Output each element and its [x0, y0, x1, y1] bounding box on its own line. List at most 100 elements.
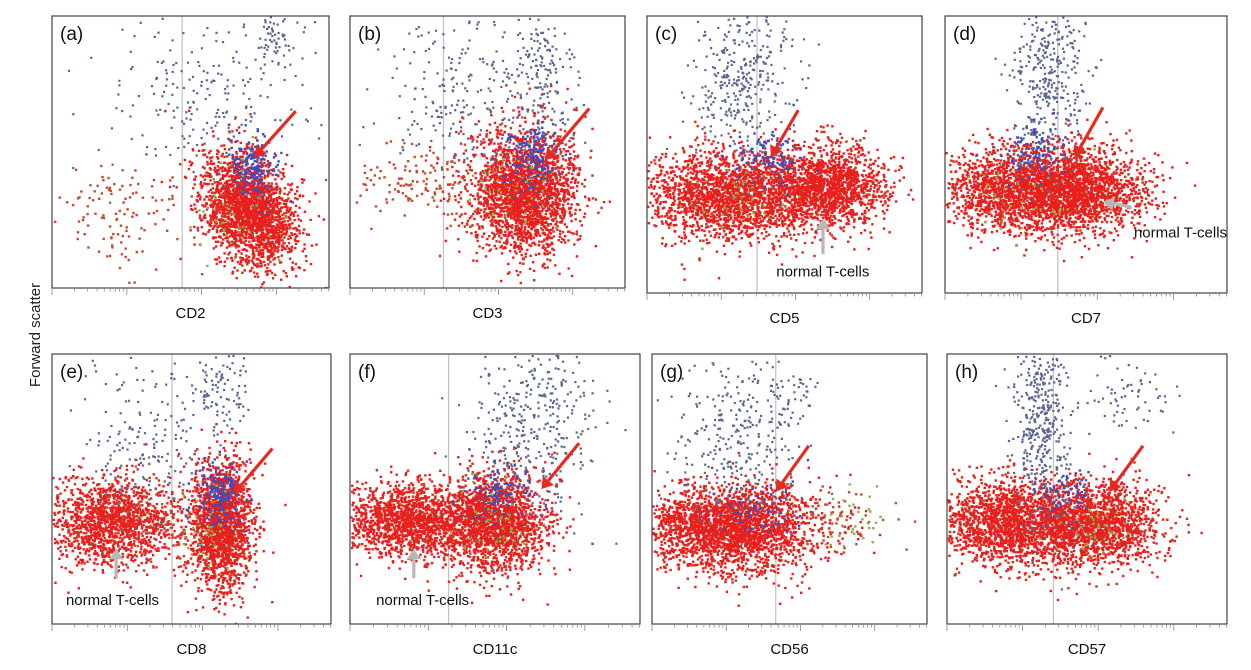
event-dot	[578, 237, 581, 241]
event-dot	[439, 199, 443, 202]
event-dot	[289, 199, 293, 203]
event-dot	[267, 45, 270, 48]
event-dot	[225, 173, 228, 176]
event-dot	[504, 125, 507, 128]
event-dot	[455, 130, 458, 134]
event-dot	[206, 87, 209, 91]
event-dot	[476, 223, 479, 226]
event-dot	[577, 173, 580, 177]
event-dot	[260, 195, 264, 198]
event-dot	[207, 198, 211, 201]
event-dot	[270, 186, 273, 190]
event-dot	[540, 93, 544, 96]
event-dot	[262, 72, 265, 75]
event-dot	[278, 222, 281, 225]
event-dot	[484, 164, 487, 167]
event-dot	[243, 147, 246, 151]
event-dot	[253, 173, 256, 176]
event-dot	[238, 188, 241, 192]
event-dot	[228, 197, 232, 200]
event-dot	[246, 202, 249, 206]
event-dot	[243, 217, 247, 220]
event-dot	[238, 224, 241, 227]
event-dot	[272, 156, 276, 159]
event-dot	[491, 218, 494, 222]
event-dot	[556, 135, 560, 138]
event-dot	[309, 262, 313, 266]
event-dot	[273, 198, 276, 201]
event-dot	[219, 208, 222, 211]
event-dot	[251, 249, 255, 252]
event-dot	[215, 184, 219, 188]
event-dot	[245, 236, 248, 240]
event-dot	[281, 213, 284, 217]
event-dot	[228, 190, 232, 193]
event-dot	[501, 220, 504, 223]
event-dot	[500, 213, 503, 217]
event-dot	[217, 150, 220, 153]
event-dot	[547, 184, 550, 188]
event-dot	[256, 213, 260, 216]
event-dot	[523, 230, 526, 233]
event-dot	[221, 187, 224, 191]
event-dot	[506, 225, 509, 229]
event-dot	[264, 244, 267, 248]
event-dot	[538, 164, 541, 167]
event-dot	[286, 193, 289, 196]
event-dot	[504, 185, 508, 188]
event-dot	[564, 190, 567, 193]
event-dot	[499, 203, 503, 207]
event-dot	[547, 131, 550, 134]
event-dot	[459, 197, 462, 200]
event-dot	[314, 51, 317, 54]
event-dot	[454, 198, 457, 202]
event-dot	[465, 222, 469, 225]
event-dot	[262, 239, 266, 242]
event-dot	[574, 208, 577, 212]
event-dot	[490, 177, 493, 180]
event-dot	[295, 275, 298, 278]
event-dot	[228, 179, 231, 182]
event-dot	[493, 234, 496, 237]
event-dot	[264, 221, 267, 224]
event-dot	[259, 189, 262, 192]
event-dot	[268, 209, 271, 212]
event-dot	[522, 210, 526, 213]
event-dot	[239, 200, 242, 203]
event-dot	[236, 176, 240, 180]
event-dot	[203, 148, 206, 152]
event-dot	[469, 137, 472, 140]
event-dot	[233, 171, 236, 174]
event-dot	[529, 244, 533, 248]
event-dot	[155, 209, 159, 213]
event-dot	[527, 197, 530, 201]
event-dot	[273, 152, 277, 155]
event-dot	[245, 168, 248, 171]
event-dot	[235, 215, 238, 219]
event-dot	[214, 213, 217, 216]
event-dot	[526, 222, 529, 225]
event-dot	[141, 196, 145, 199]
event-dot	[572, 191, 575, 195]
event-dot	[169, 179, 172, 182]
event-dot	[263, 208, 266, 211]
event-dot	[267, 224, 271, 227]
event-dot	[554, 264, 557, 267]
event-dot	[264, 38, 267, 41]
event-dot	[202, 153, 206, 157]
event-dot	[533, 191, 537, 195]
event-dot	[240, 149, 243, 153]
event-dot	[161, 17, 164, 20]
event-dot	[280, 278, 283, 281]
event-dot	[167, 208, 170, 212]
event-dot	[203, 178, 207, 181]
event-dot	[477, 202, 481, 205]
event-dot	[208, 94, 211, 97]
event-dot	[483, 177, 487, 180]
event-dot	[542, 244, 545, 247]
event-dot	[111, 244, 114, 247]
event-dot	[513, 250, 517, 253]
event-dot	[498, 235, 501, 238]
event-dot	[498, 224, 501, 227]
event-dot	[264, 21, 267, 24]
